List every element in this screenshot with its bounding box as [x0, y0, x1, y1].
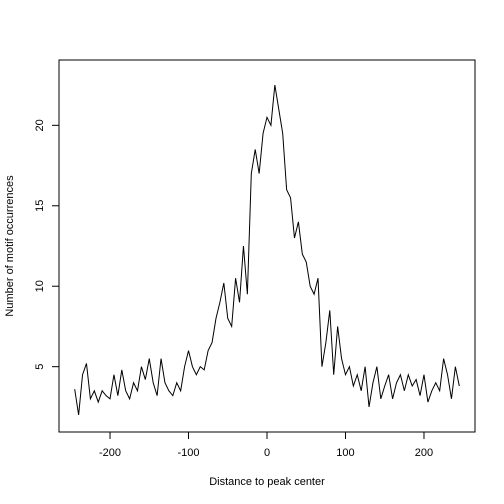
y-tick-label: 15 [34, 200, 46, 212]
x-axis-label: Distance to peak center [209, 476, 325, 488]
x-tick-label: -200 [99, 447, 121, 459]
y-tick-label: 5 [34, 364, 46, 370]
x-tick-label: 0 [264, 447, 270, 459]
y-tick-label: 10 [34, 280, 46, 292]
y-axis-label: Number of motif occurrences [4, 175, 16, 317]
x-tick-label: -100 [177, 447, 199, 459]
x-tick-label: 100 [336, 447, 354, 459]
data-line [74, 85, 460, 416]
x-tick-label: 200 [415, 447, 433, 459]
y-tick-label: 20 [34, 119, 46, 131]
plot-box [58, 59, 476, 433]
